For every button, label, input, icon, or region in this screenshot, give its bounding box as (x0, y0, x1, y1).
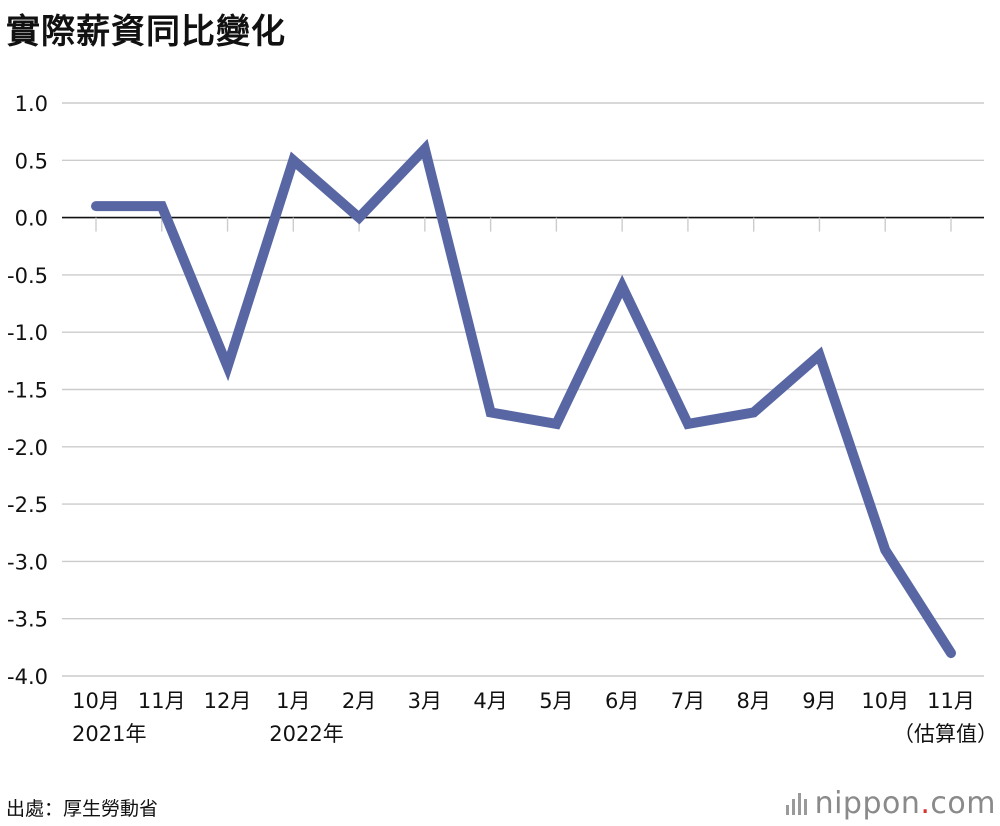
x-tick-label: 5月 (539, 689, 573, 713)
x-tick-label: 11月 (138, 689, 186, 713)
line-chart: 1.0 0.5 0.0 -0.5 -1.0 -1.5 -2.0 -2.5 -3.0 -3.5 -4.… (7, 92, 998, 746)
data-point (160, 205, 163, 208)
x-tick-label: 1月 (276, 689, 310, 713)
x-sub-label: 2021年 (72, 722, 146, 746)
x-tick-label: 4月 (473, 689, 507, 713)
y-tick-label: -1.5 (7, 379, 48, 403)
x-sub-label: （估算值） (893, 722, 998, 746)
data-point (621, 285, 624, 288)
data-point (818, 354, 821, 357)
data-point (950, 652, 952, 655)
y-tick-label: 0.5 (15, 149, 48, 173)
x-tick-label: 3月 (408, 689, 442, 713)
x-tick-label: 8月 (737, 689, 771, 713)
y-tick-label: -1.0 (7, 321, 48, 345)
y-tick-label: -4.0 (7, 665, 48, 689)
nippon-logo: nippon.com (785, 786, 996, 821)
data-point (489, 411, 492, 414)
y-tick-label: 1.0 (15, 92, 48, 116)
y-tick-label: -2.5 (7, 493, 48, 517)
y-tick-label: -0.5 (7, 264, 48, 288)
data-point (95, 205, 97, 208)
y-tick-label: -2.0 (7, 436, 48, 460)
x-tick-label: 10月 (861, 689, 909, 713)
x-tick-label: 9月 (802, 689, 836, 713)
x-tick-label: 6月 (605, 689, 639, 713)
data-point (423, 147, 426, 150)
x-sub-label: 2022年 (269, 722, 343, 746)
data-point (226, 365, 229, 368)
data-point (292, 159, 295, 162)
logo-bars-icon (785, 792, 807, 815)
chart-title: 實際薪資同比變化 (6, 12, 286, 52)
x-tick-label: 10月 (72, 689, 120, 713)
data-point (884, 548, 887, 551)
data-point (686, 422, 689, 425)
y-tick-label: -3.5 (7, 608, 48, 632)
x-tick-label: 12月 (204, 689, 252, 713)
y-tick-label: -3.0 (7, 550, 48, 574)
logo-wordmark: nippon.com (814, 786, 996, 821)
x-tick-label: 11月 (927, 689, 975, 713)
series-line (91, 138, 956, 659)
x-tick-label: 2月 (342, 689, 376, 713)
y-tick-label: 0.0 (15, 207, 48, 231)
data-point (752, 411, 755, 414)
source-note: 出處：厚生勞動省 (6, 798, 159, 820)
data-point (358, 216, 361, 219)
x-tick-label: 7月 (671, 689, 705, 713)
data-point (555, 422, 558, 425)
